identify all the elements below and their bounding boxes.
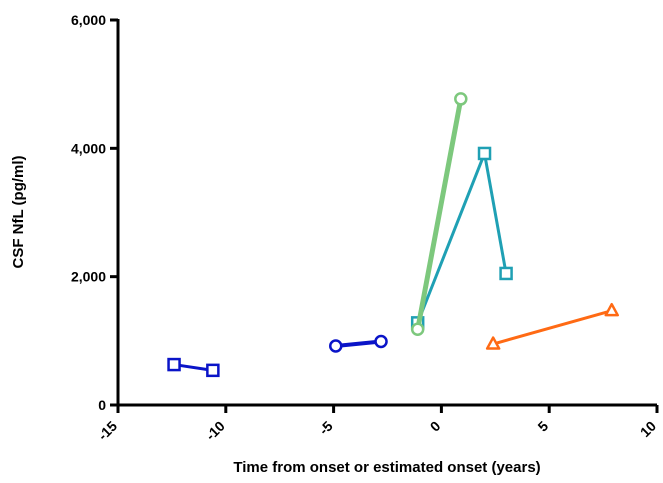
y-tick-label: 6,000	[71, 12, 106, 28]
x-tick-label: 0	[427, 418, 444, 435]
data-point-square	[167, 357, 181, 372]
series-line	[415, 96, 464, 332]
x-tick-label: -5	[316, 418, 336, 438]
series-line	[416, 151, 508, 325]
y-tick-label: 2,000	[71, 269, 106, 285]
x-axis-title: Time from onset or estimated onset (year…	[233, 459, 540, 476]
series-line	[333, 339, 384, 348]
series-1	[167, 357, 220, 378]
axes: 0 2,000 4,000 6,000 -15 -10 -5 0 5 10	[71, 12, 659, 443]
y-tick-label: 4,000	[71, 140, 106, 156]
series-layer	[167, 92, 619, 378]
data-point-circle	[374, 334, 388, 349]
y-axis-title: CSF NfL (pg/ml)	[10, 155, 27, 268]
series-2	[329, 334, 388, 353]
data-point-square	[477, 146, 492, 161]
y-tick-label: 0	[98, 397, 106, 413]
series-3	[410, 146, 513, 330]
data-point-circle	[454, 92, 468, 106]
series-line	[491, 309, 614, 346]
x-tick-label: 5	[534, 418, 551, 435]
series-5	[485, 302, 619, 350]
x-tick-label: -15	[94, 418, 120, 444]
data-point-triangle	[604, 302, 619, 317]
x-tick-label: 10	[637, 418, 659, 440]
data-point-square	[206, 363, 220, 378]
x-tick-label: -10	[202, 418, 228, 444]
series-4	[410, 92, 468, 337]
data-point-triangle	[485, 336, 501, 350]
data-point-square	[499, 266, 513, 281]
data-point-circle	[329, 339, 343, 353]
data-point-circle	[410, 322, 425, 337]
